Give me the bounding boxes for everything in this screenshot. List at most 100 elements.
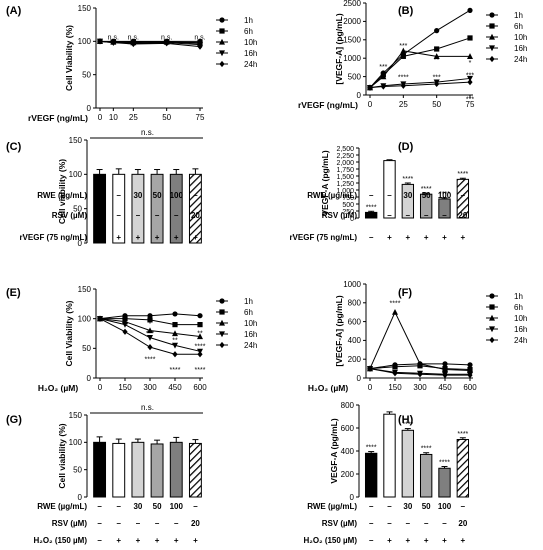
condition-row-label: RSV (µM) — [322, 211, 358, 220]
data-point-6h — [172, 322, 178, 328]
y-tick-label: 50 — [73, 204, 82, 213]
y-axis-label: Cell Viability (%) — [64, 300, 74, 366]
bar-significance-label: **** — [457, 171, 468, 178]
panel-label: (H) — [398, 414, 414, 426]
x-tick-label: 25 — [129, 113, 138, 122]
y-tick-label: 150 — [69, 136, 83, 145]
data-point-1h — [147, 313, 153, 319]
data-point-24h — [367, 84, 373, 91]
condition-cell: + — [460, 233, 465, 242]
bar — [383, 413, 396, 498]
y-tick-label: 1500 — [343, 36, 361, 45]
significance-label: *** — [466, 72, 474, 79]
condition-cell: + — [155, 233, 160, 242]
bar — [456, 439, 470, 498]
y-axis-label: VEGF-A (pg/mL) — [320, 150, 330, 215]
y-tick-label: 1,500 — [336, 174, 354, 181]
y-axis-label: Cell viability (%) — [57, 423, 67, 488]
x-tick-label: 300 — [143, 383, 157, 392]
legend-entry: 10h — [514, 33, 527, 42]
bar — [383, 160, 396, 219]
y-tick-label: 0 — [350, 216, 354, 223]
condition-cell: 20 — [191, 519, 200, 528]
y-tick-label: 800 — [341, 401, 355, 410]
data-point-6h — [400, 53, 406, 59]
condition-cell: + — [193, 233, 198, 242]
y-tick-label: 2000 — [343, 17, 361, 26]
y-tick-label: 400 — [341, 447, 355, 456]
condition-cell: – — [117, 191, 122, 200]
legend-marker — [219, 28, 225, 34]
x-tick-label: 10 — [109, 113, 118, 122]
legend-entry: 1h — [514, 11, 523, 20]
condition-cell: – — [406, 211, 411, 220]
condition-cell: – — [97, 233, 102, 242]
condition-cell: + — [155, 536, 160, 545]
legend-entry: 1h — [514, 292, 523, 301]
condition-cell: 50 — [153, 502, 162, 511]
significance-label: ** — [434, 57, 440, 64]
panel-label: (B) — [398, 5, 414, 17]
bar — [438, 467, 451, 498]
data-point-24h — [122, 328, 128, 335]
x-tick-label: 25 — [399, 100, 408, 109]
condition-row-label: RSV (µM) — [52, 519, 88, 528]
y-tick-label: 150 — [69, 411, 83, 420]
significance-label: n.s. — [194, 34, 205, 41]
x-tick-label: 50 — [432, 100, 441, 109]
bar-significance-label: **** — [439, 460, 450, 467]
data-point-10h — [380, 73, 387, 80]
bar-significance-label: **** — [366, 445, 377, 452]
y-tick-label: 500 — [348, 72, 362, 81]
condition-cell: + — [442, 233, 447, 242]
line-chart-F: 0 200 400 600 800 1000 0 150 300 450 600 [VEGF-A] (… — [308, 280, 528, 393]
condition-cell: – — [174, 519, 179, 528]
significance-label: *** — [379, 64, 387, 71]
significance-label: n.s. — [141, 403, 154, 412]
bar-chart-C: 0 50 100 150 Cell viability (%) n.s. RWE (µg/m… — [19, 128, 203, 248]
condition-row-label: RWE (µg/mL) — [307, 191, 357, 200]
data-point-1h — [197, 313, 203, 319]
condition-cell: 100 — [438, 502, 452, 511]
condition-cell: + — [424, 233, 429, 242]
significance-label: * — [469, 60, 472, 67]
data-point-1h — [434, 28, 440, 34]
data-point-24h — [442, 372, 448, 379]
condition-cell: 20 — [191, 211, 200, 220]
condition-cell: + — [387, 233, 392, 242]
y-tick-label: 100 — [78, 37, 92, 46]
condition-row-label: RSV (µM) — [322, 519, 358, 528]
condition-cell: – — [193, 191, 198, 200]
condition-cell: 20 — [458, 519, 467, 528]
y-tick-label: 50 — [73, 465, 82, 474]
bar — [131, 441, 145, 498]
x-axis-label: rVEGF (ng/mL) — [28, 113, 88, 123]
data-point-24h — [467, 372, 473, 379]
y-tick-label: 0 — [87, 104, 92, 113]
legend-marker — [489, 314, 495, 321]
y-tick-label: 750 — [342, 195, 354, 202]
x-tick-label: 450 — [168, 383, 182, 392]
bar-significance-label: **** — [457, 431, 468, 438]
y-axis-label: Cell viability (%) — [57, 159, 67, 224]
significance-label: ** — [172, 337, 178, 344]
legend-marker — [489, 23, 495, 29]
legend-entry: 1h — [244, 16, 253, 25]
significance-label: **** — [390, 301, 401, 308]
condition-cell: – — [442, 211, 447, 220]
y-tick-label: 0 — [78, 239, 83, 248]
significance-label: n.s. — [161, 34, 172, 41]
y-tick-label: 200 — [341, 470, 355, 479]
y-tick-label: 50 — [82, 70, 91, 79]
data-point-24h — [130, 40, 136, 48]
legend-marker — [489, 33, 495, 40]
y-tick-label: 1,750 — [336, 167, 354, 174]
line-chart-B: 0 500 1000 1500 2000 2500 0 25 50 75 [VEGF-A] (pg/… — [298, 0, 527, 110]
y-tick-label: 100 — [69, 170, 83, 179]
condition-cell: – — [461, 502, 466, 511]
legend-entry: 6h — [244, 308, 253, 317]
y-axis-label: Cell Viability (%) — [64, 25, 74, 91]
y-tick-label: 0 — [357, 374, 362, 383]
